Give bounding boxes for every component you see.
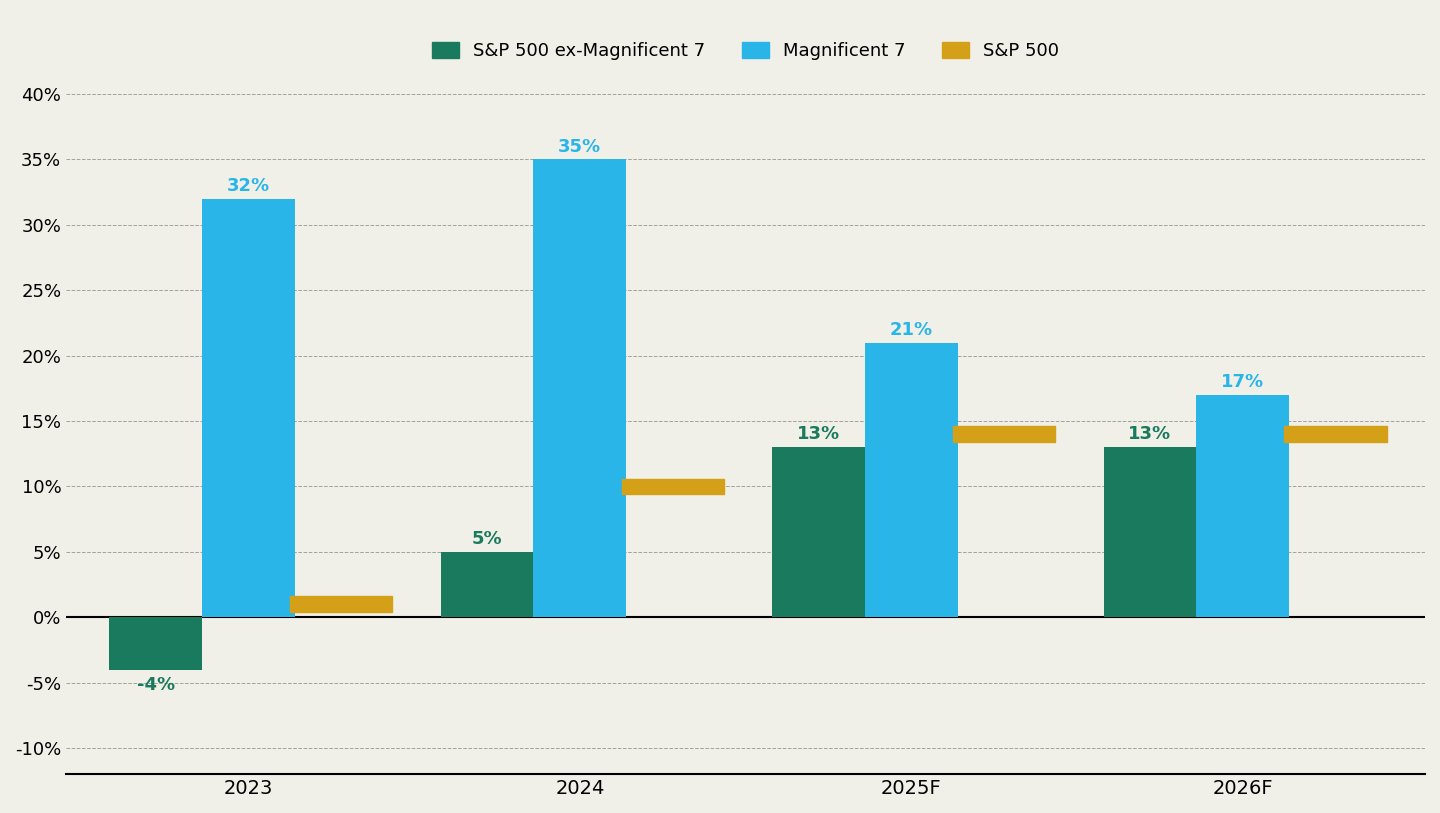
Text: 32%: 32% [228, 176, 269, 195]
Text: -4%: -4% [137, 676, 174, 694]
Bar [1284, 426, 1387, 442]
Text: 13%: 13% [796, 425, 840, 443]
Bar [533, 159, 626, 617]
Bar [772, 447, 865, 617]
Bar [622, 479, 724, 494]
Bar [441, 552, 533, 617]
Text: 17%: 17% [1221, 373, 1264, 391]
Bar [109, 617, 202, 670]
Bar [202, 198, 295, 617]
Text: 5%: 5% [472, 530, 503, 548]
Bar [953, 426, 1056, 442]
Legend: S&P 500 ex-Magnificent 7, Magnificent 7, S&P 500: S&P 500 ex-Magnificent 7, Magnificent 7,… [425, 35, 1067, 67]
Bar [291, 596, 392, 612]
Bar [1197, 395, 1289, 617]
Bar [865, 342, 958, 617]
Text: 21%: 21% [890, 320, 933, 339]
Text: 35%: 35% [559, 137, 602, 155]
Text: 13%: 13% [1129, 425, 1172, 443]
Bar [1103, 447, 1197, 617]
